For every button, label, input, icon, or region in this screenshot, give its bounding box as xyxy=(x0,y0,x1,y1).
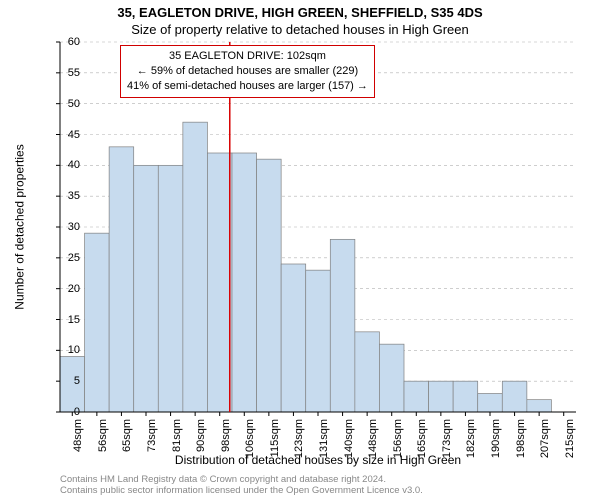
y-axis-label: Number of detached properties xyxy=(13,144,27,309)
x-tick: 148sqm xyxy=(367,419,379,479)
x-tick: 156sqm xyxy=(392,419,404,479)
credits-line-2: Contains public sector information licen… xyxy=(60,485,576,496)
x-tick: 173sqm xyxy=(441,419,453,479)
x-tick: 56sqm xyxy=(97,419,109,479)
x-tick: 48sqm xyxy=(72,419,84,479)
x-tick: 106sqm xyxy=(244,419,256,479)
y-tick: 35 xyxy=(40,190,80,202)
y-tick: 20 xyxy=(40,283,80,295)
y-tick: 30 xyxy=(40,221,80,233)
y-tick: 40 xyxy=(40,159,80,171)
x-tick: 140sqm xyxy=(343,419,355,479)
y-axis-label-container: Number of detached properties xyxy=(12,42,28,412)
y-tick: 5 xyxy=(40,375,80,387)
y-tick: 45 xyxy=(40,129,80,141)
x-tick: 207sqm xyxy=(539,419,551,479)
y-tick: 55 xyxy=(40,67,80,79)
x-tick: 65sqm xyxy=(121,419,133,479)
annotation-line-3: 41% of semi-detached houses are larger (… xyxy=(127,79,368,94)
x-tick: 115sqm xyxy=(269,419,281,479)
y-tick: 10 xyxy=(40,344,80,356)
annotation-line-1: 35 EAGLETON DRIVE: 102sqm xyxy=(127,49,368,64)
y-tick: 0 xyxy=(40,406,80,418)
y-tick: 60 xyxy=(40,36,80,48)
x-tick: 90sqm xyxy=(195,419,207,479)
x-tick: 190sqm xyxy=(490,419,502,479)
title-address: 35, EAGLETON DRIVE, HIGH GREEN, SHEFFIEL… xyxy=(0,5,600,20)
title-subtitle: Size of property relative to detached ho… xyxy=(0,22,600,37)
x-tick: 131sqm xyxy=(318,419,330,479)
y-tick: 50 xyxy=(40,98,80,110)
x-tick: 165sqm xyxy=(416,419,428,479)
x-tick: 123sqm xyxy=(293,419,305,479)
y-tick: 25 xyxy=(40,252,80,264)
x-tick: 182sqm xyxy=(465,419,477,479)
x-tick: 81sqm xyxy=(171,419,183,479)
annotation-box: 35 EAGLETON DRIVE: 102sqm ← 59% of detac… xyxy=(120,45,375,98)
y-tick: 15 xyxy=(40,314,80,326)
x-tick: 73sqm xyxy=(146,419,158,479)
x-tick: 98sqm xyxy=(220,419,232,479)
x-tick: 215sqm xyxy=(564,419,576,479)
annotation-line-2: ← 59% of detached houses are smaller (22… xyxy=(127,64,368,79)
x-tick: 198sqm xyxy=(515,419,527,479)
